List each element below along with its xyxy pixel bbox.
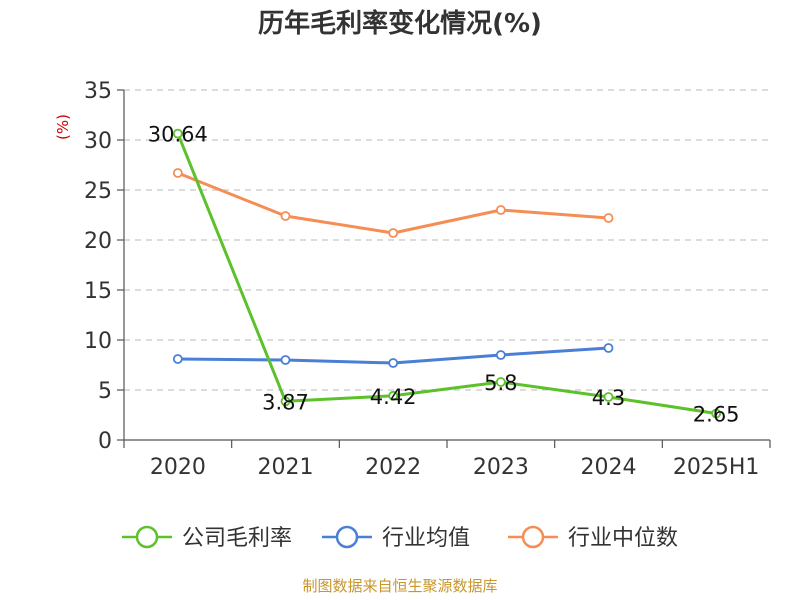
y-tick-label: 25 <box>84 179 112 204</box>
y-tick-label: 15 <box>84 279 112 304</box>
data-label: 30.64 <box>148 123 208 147</box>
y-tick-label: 30 <box>84 129 112 154</box>
data-point[interactable] <box>603 392 614 402</box>
data-point[interactable] <box>495 350 506 360</box>
y-tick-label: 20 <box>84 229 112 254</box>
data-label: 3.87 <box>262 390 309 414</box>
x-tick-label: 2025H1 <box>673 455 760 480</box>
source-note: 制图数据来自恒生聚源数据库 <box>302 577 497 595</box>
x-tick-label: 2020 <box>150 455 206 480</box>
y-tick-label: 10 <box>84 329 112 354</box>
data-label: 5.8 <box>484 371 517 395</box>
data-point[interactable] <box>603 213 614 223</box>
data-point[interactable] <box>280 396 291 407</box>
data-labels: 30.64 3.87 4.42 5.8 4.3 2.65 <box>148 123 740 427</box>
x-tick-label: 2021 <box>258 455 314 480</box>
y-tick-label: 5 <box>98 379 112 404</box>
y-axis-unit: (%) <box>54 114 72 140</box>
legend-swatch-marker <box>335 525 359 549</box>
x-tick-label: 2023 <box>473 455 529 480</box>
data-point[interactable] <box>280 355 291 365</box>
legend-swatch-marker <box>521 525 545 549</box>
series-line-s2 <box>177 171 609 235</box>
y-tick-label: 0 <box>98 429 112 454</box>
series-line-s0 <box>176 133 717 415</box>
data-point[interactable] <box>172 168 183 178</box>
x-tick-label: 2024 <box>581 455 637 480</box>
data-point[interactable] <box>495 205 506 215</box>
data-point[interactable] <box>388 358 399 368</box>
series-lines <box>172 128 722 419</box>
data-point[interactable] <box>388 390 399 401</box>
data-point[interactable] <box>172 354 183 364</box>
legend-label[interactable]: 行业均值 <box>382 526 470 551</box>
axes: 0 5 10 15 20 25 30 35 2020 2021 2022 2023 2024 2025H1 <box>84 79 771 480</box>
x-tick-label: 2022 <box>365 455 421 480</box>
legend: 公司毛利率 行业均值 行业中位数 <box>122 525 678 551</box>
legend-label[interactable]: 行业中位数 <box>568 526 678 551</box>
data-point[interactable] <box>172 128 183 139</box>
data-point[interactable] <box>603 343 614 353</box>
y-tick-label: 35 <box>84 79 112 104</box>
data-label: 4.3 <box>592 386 625 410</box>
data-point[interactable] <box>495 377 506 387</box>
data-point[interactable] <box>388 228 399 238</box>
data-label: 4.42 <box>370 385 417 409</box>
data-label: 2.65 <box>693 403 740 427</box>
data-point[interactable] <box>711 408 722 419</box>
legend-swatch-marker <box>135 525 159 549</box>
data-point[interactable] <box>280 211 291 221</box>
chart-title: 历年毛利率变化情况(%) <box>258 8 542 39</box>
legend-label[interactable]: 公司毛利率 <box>182 526 292 551</box>
